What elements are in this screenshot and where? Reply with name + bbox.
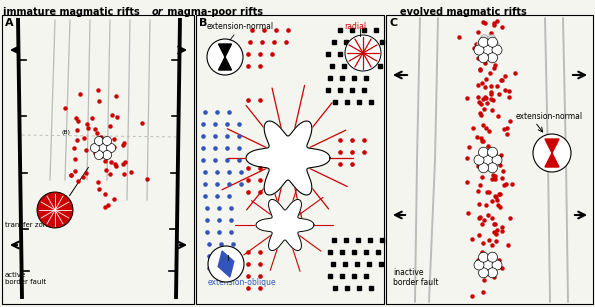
Circle shape <box>487 268 497 278</box>
Circle shape <box>478 163 488 173</box>
Polygon shape <box>256 200 314 251</box>
Text: A: A <box>5 18 14 28</box>
Circle shape <box>207 39 243 75</box>
Bar <box>386 15 593 304</box>
Circle shape <box>487 163 497 173</box>
Bar <box>196 15 384 304</box>
Circle shape <box>474 45 484 55</box>
Circle shape <box>483 260 493 270</box>
Polygon shape <box>246 121 330 195</box>
Bar <box>2 15 194 304</box>
Circle shape <box>474 260 484 270</box>
Circle shape <box>477 41 485 49</box>
Circle shape <box>533 134 571 172</box>
Circle shape <box>37 192 73 228</box>
Text: active
border fault: active border fault <box>5 272 46 285</box>
Circle shape <box>491 41 499 49</box>
Polygon shape <box>545 139 559 153</box>
Circle shape <box>478 268 488 278</box>
Circle shape <box>492 45 502 55</box>
Polygon shape <box>218 44 231 57</box>
Text: B: B <box>199 18 208 28</box>
Circle shape <box>487 147 497 157</box>
Circle shape <box>208 246 244 282</box>
Circle shape <box>480 35 488 43</box>
Polygon shape <box>545 153 559 167</box>
Circle shape <box>487 252 497 262</box>
Circle shape <box>480 47 488 55</box>
Text: transfer zone: transfer zone <box>5 222 52 228</box>
Circle shape <box>102 137 111 146</box>
Text: extension-oblique: extension-oblique <box>208 278 277 287</box>
Circle shape <box>90 143 99 153</box>
Text: or: or <box>152 7 164 17</box>
Circle shape <box>483 155 493 165</box>
Circle shape <box>95 137 104 146</box>
Circle shape <box>492 155 502 165</box>
Circle shape <box>102 150 111 160</box>
Circle shape <box>484 41 492 49</box>
Text: extension-normal: extension-normal <box>516 112 583 121</box>
Circle shape <box>107 143 115 153</box>
Text: radial: radial <box>344 22 366 31</box>
Text: extension-normal: extension-normal <box>207 22 274 31</box>
Circle shape <box>99 143 108 153</box>
Text: (B): (B) <box>62 130 71 135</box>
Text: magma-poor rifts: magma-poor rifts <box>164 7 263 17</box>
Circle shape <box>492 260 502 270</box>
Circle shape <box>474 155 484 165</box>
Polygon shape <box>218 57 231 70</box>
Circle shape <box>487 47 496 55</box>
Circle shape <box>478 147 488 157</box>
Circle shape <box>345 35 381 71</box>
Circle shape <box>95 150 104 160</box>
Circle shape <box>478 53 488 63</box>
Text: immature magmatic rifts: immature magmatic rifts <box>3 7 143 17</box>
Circle shape <box>487 53 497 63</box>
Circle shape <box>487 35 496 43</box>
Polygon shape <box>218 251 234 277</box>
Circle shape <box>483 45 493 55</box>
Circle shape <box>487 37 497 47</box>
Circle shape <box>478 37 488 47</box>
Text: C: C <box>389 18 397 28</box>
Text: evolved magmatic rifts: evolved magmatic rifts <box>400 7 527 17</box>
Text: inactive
border fault: inactive border fault <box>393 268 439 287</box>
Circle shape <box>478 252 488 262</box>
